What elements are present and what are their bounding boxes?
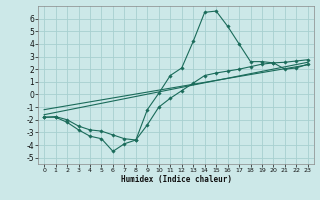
X-axis label: Humidex (Indice chaleur): Humidex (Indice chaleur): [121, 175, 231, 184]
